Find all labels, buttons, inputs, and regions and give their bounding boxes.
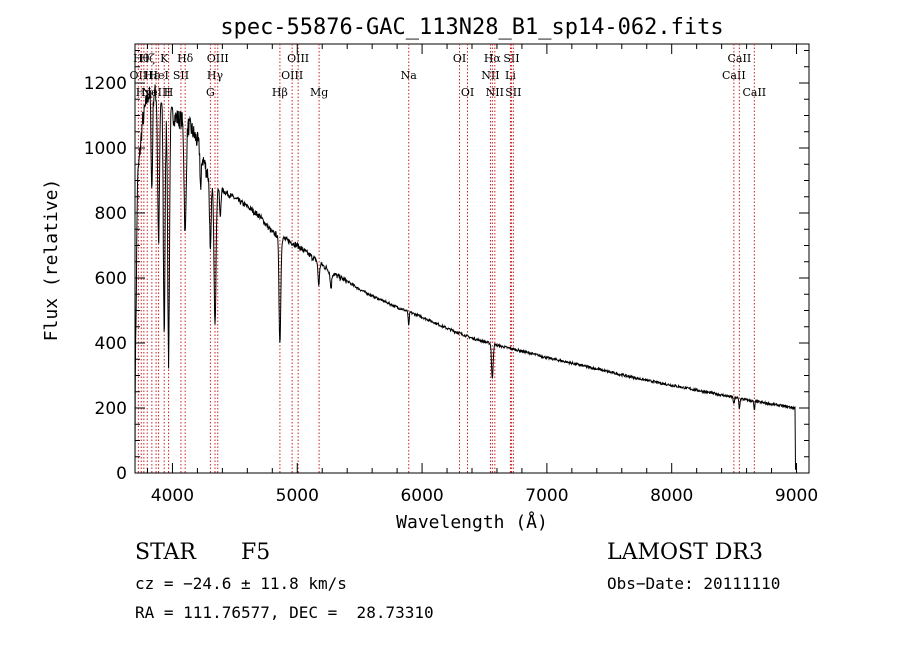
spectrum-chart: spec-55876-GAC_113N28_B1_sp14-062.fits O… [41,15,818,533]
x-axis: 4000 5000 6000 7000 8000 9000 [146,44,818,506]
x-tick-label: 4000 [151,486,194,506]
y-tick-label: 600 [95,269,127,289]
line-marker-label: Hα [484,52,502,65]
survey-name: LAMOST DR3 [607,540,763,565]
x-tick-label: 9000 [775,486,818,506]
x-tick-label: 7000 [525,486,568,506]
line-marker-label: Hδ [177,52,194,65]
line-marker-label: NII [486,86,504,99]
y-tick-label: 400 [95,334,127,354]
line-marker-label: Hθ [133,52,150,65]
y-tick-label: 800 [95,204,127,224]
observation-date: Obs−Date: 20111110 [607,574,781,593]
line-marker-label: OI [453,52,466,65]
x-tick-label: 8000 [650,486,693,506]
line-marker-label: SII [173,69,189,82]
line-marker-label: CaII [728,52,752,65]
line-marker-label: Li [505,69,516,82]
redshift-value: cz = −24.6 ± 11.8 km/s [135,574,347,593]
line-marker-label: OII [130,69,148,82]
line-marker-label: Hβ [272,86,288,99]
spectrum-line [134,84,796,474]
line-marker-label: OIII [207,52,229,65]
y-axis: 0 200 400 600 800 1000 1200 [84,50,809,484]
y-tick-label: 1200 [84,74,127,94]
y-tick-label: 0 [116,464,127,484]
line-marker-label: OI [461,86,474,99]
object-class: STAR [135,540,196,565]
y-tick-label: 1000 [84,139,127,159]
chart-title: spec-55876-GAC_113N28_B1_sp14-062.fits [220,15,723,40]
coordinates: RA = 111.76577, DEC = 28.73310 [135,603,434,622]
line-marker-label: SII [503,52,519,65]
line-marker-label: NII [481,69,499,82]
line-marker-label: Mg [310,86,328,99]
line-marker-label: H [164,86,174,99]
line-markers: OIIHθHηHζHεNeIIIHeIKHSIIHδGHγOIIIHβOIIIO… [130,44,766,473]
line-marker-label: Hζ [139,52,155,65]
line-marker-label: Hγ [207,69,224,82]
line-marker-label: Na [401,69,418,82]
line-marker-label: OIII [287,52,309,65]
y-tick-label: 200 [95,399,127,419]
line-marker-label: CaII [742,86,766,99]
line-marker-label: OIII [281,69,303,82]
object-subclass: F5 [241,540,271,565]
x-tick-label: 6000 [400,486,443,506]
y-axis-label: Flux (relative) [41,179,62,342]
plot-frame [134,43,810,474]
line-marker-label: G [206,86,215,99]
line-marker-label: HeI [148,69,168,82]
x-tick-label: 5000 [276,486,319,506]
line-marker-label: SII [505,86,521,99]
line-marker-label: K [160,52,169,65]
x-axis-label: Wavelength (Å) [396,511,548,533]
line-marker-label: CaII [722,69,746,82]
